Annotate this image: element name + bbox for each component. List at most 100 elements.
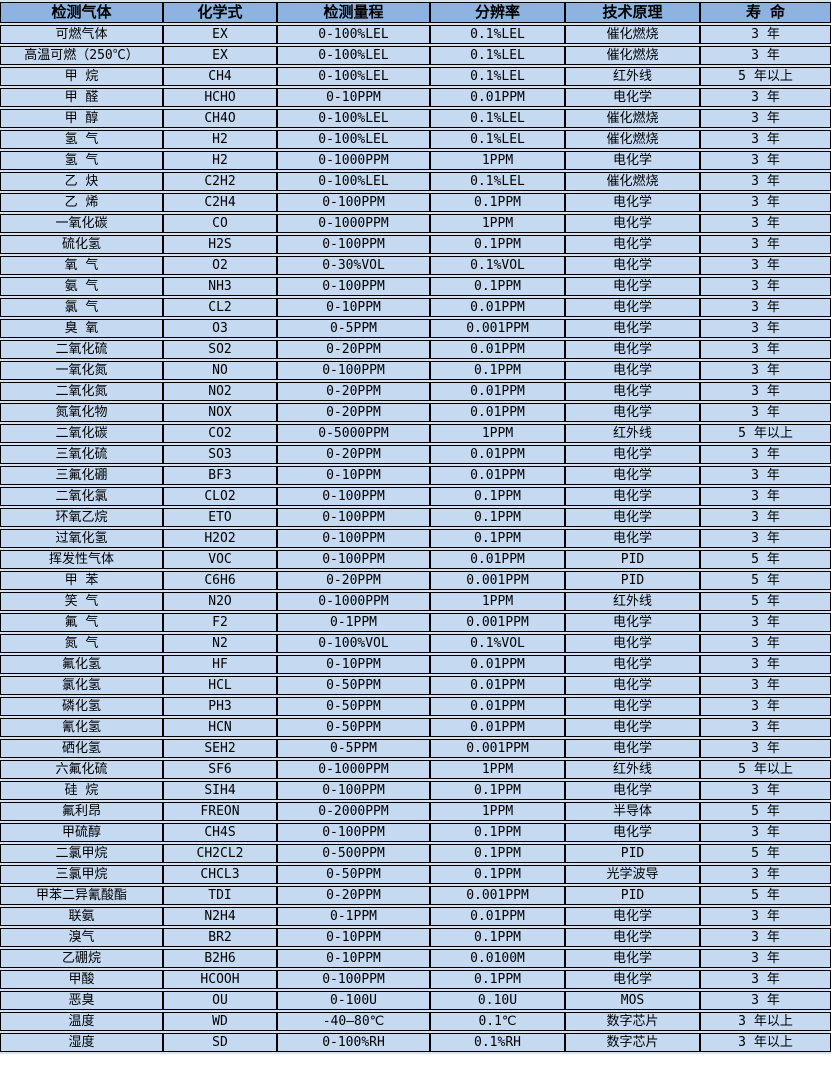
cell-resolution: 0.0100M: [430, 949, 565, 968]
cell-principle: 电化学: [565, 655, 700, 674]
cell-range: 0-10PPM: [277, 466, 430, 485]
cell-principle: 电化学: [565, 382, 700, 401]
cell-lifetime: 3 年: [700, 298, 831, 317]
cell-formula: BF3: [163, 466, 277, 485]
cell-principle: 电化学: [565, 403, 700, 422]
cell-range: -40—80℃: [277, 1012, 430, 1031]
cell-resolution: 0.01PPM: [430, 550, 565, 569]
cell-gas: 硒化氢: [0, 739, 163, 758]
cell-resolution: 0.1%LEL: [430, 67, 565, 86]
table-row: 六氟化硫 SF6 0-1000PPM 1PPM 红外线 5 年以上: [0, 760, 831, 779]
cell-resolution: 0.1℃: [430, 1012, 565, 1031]
cell-gas: 氰化氢: [0, 718, 163, 737]
cell-lifetime: 3 年以上: [700, 1033, 831, 1052]
cell-resolution: 0.01PPM: [430, 382, 565, 401]
cell-formula: HF: [163, 655, 277, 674]
cell-gas: 溴气: [0, 928, 163, 947]
cell-formula: NO2: [163, 382, 277, 401]
cell-lifetime: 3 年: [700, 949, 831, 968]
cell-resolution: 0.001PPM: [430, 886, 565, 905]
cell-range: 0-100PPM: [277, 529, 430, 548]
cell-range: 0-10PPM: [277, 298, 430, 317]
cell-range: 0-30%VOL: [277, 256, 430, 275]
table-row: 氯 气 CL2 0-10PPM 0.01PPM 电化学 3 年: [0, 298, 831, 317]
cell-lifetime: 3 年: [700, 46, 831, 65]
cell-range: 0-50PPM: [277, 676, 430, 695]
table-row: 一氧化氮 NO 0-100PPM 0.1PPM 电化学 3 年: [0, 361, 831, 380]
cell-principle: 数字芯片: [565, 1033, 700, 1052]
cell-resolution: 0.1PPM: [430, 508, 565, 527]
cell-range: 0-50PPM: [277, 697, 430, 716]
cell-gas: 联氨: [0, 907, 163, 926]
cell-formula: CH4: [163, 67, 277, 86]
cell-lifetime: 3 年: [700, 235, 831, 254]
cell-principle: 电化学: [565, 319, 700, 338]
table-row: 乙 烯 C2H4 0-100PPM 0.1PPM 电化学 3 年: [0, 193, 831, 212]
column-header-lifetime: 寿 命: [700, 2, 831, 23]
cell-principle: 催化燃烧: [565, 109, 700, 128]
cell-gas: 磷化氢: [0, 697, 163, 716]
cell-formula: VOC: [163, 550, 277, 569]
table-row: 笑 气 N2O 0-1000PPM 1PPM 红外线 5 年: [0, 592, 831, 611]
table-row: 一氧化碳 CO 0-1000PPM 1PPM 电化学 3 年: [0, 214, 831, 233]
cell-lifetime: 5 年: [700, 802, 831, 821]
cell-range: 0-100PPM: [277, 823, 430, 842]
column-header-principle: 技术原理: [565, 2, 700, 23]
cell-range: 0-100%LEL: [277, 109, 430, 128]
cell-lifetime: 3 年: [700, 676, 831, 695]
table-row: 过氧化氢 H2O2 0-100PPM 0.1PPM 电化学 3 年: [0, 529, 831, 548]
cell-lifetime: 3 年: [700, 508, 831, 527]
cell-gas: 氯 气: [0, 298, 163, 317]
cell-formula: CO2: [163, 424, 277, 443]
cell-formula: H2O2: [163, 529, 277, 548]
cell-resolution: 0.01PPM: [430, 298, 565, 317]
cell-lifetime: 3 年: [700, 193, 831, 212]
cell-resolution: 0.1PPM: [430, 529, 565, 548]
cell-principle: MOS: [565, 991, 700, 1010]
cell-gas: 氧 气: [0, 256, 163, 275]
cell-range: 0-20PPM: [277, 340, 430, 359]
cell-formula: C2H2: [163, 172, 277, 191]
cell-range: 0-5PPM: [277, 739, 430, 758]
cell-gas: 氯化氢: [0, 676, 163, 695]
cell-principle: 电化学: [565, 634, 700, 653]
table-row: 氨 气 NH3 0-100PPM 0.1PPM 电化学 3 年: [0, 277, 831, 296]
table-row: 三氟化硼 BF3 0-10PPM 0.01PPM 电化学 3 年: [0, 466, 831, 485]
cell-gas: 二氧化氯: [0, 487, 163, 506]
cell-range: 0-100PPM: [277, 487, 430, 506]
cell-resolution: 0.01PPM: [430, 907, 565, 926]
cell-resolution: 0.01PPM: [430, 697, 565, 716]
cell-resolution: 0.1PPM: [430, 928, 565, 947]
header-row: 检测气体 化学式 检测量程 分辨率 技术原理寿 命: [0, 2, 831, 23]
cell-range: 0-10PPM: [277, 949, 430, 968]
cell-gas: 氟 气: [0, 613, 163, 632]
cell-range: 0-100PPM: [277, 235, 430, 254]
cell-range: 0-1000PPM: [277, 760, 430, 779]
cell-gas: 二氧化硫: [0, 340, 163, 359]
cell-principle: 电化学: [565, 361, 700, 380]
cell-range: 0-100%LEL: [277, 130, 430, 149]
cell-gas: 氟化氢: [0, 655, 163, 674]
cell-formula: CH4S: [163, 823, 277, 842]
cell-range: 0-100PPM: [277, 361, 430, 380]
cell-resolution: 0.1%LEL: [430, 46, 565, 65]
cell-gas: 环氧乙烷: [0, 508, 163, 527]
table-row: 甲硫醇 CH4S 0-100PPM 0.1PPM 电化学 3 年: [0, 823, 831, 842]
cell-principle: 电化学: [565, 781, 700, 800]
cell-formula: OU: [163, 991, 277, 1010]
cell-formula: HCN: [163, 718, 277, 737]
cell-range: 0-100PPM: [277, 277, 430, 296]
cell-principle: 红外线: [565, 424, 700, 443]
cell-resolution: 0.01PPM: [430, 340, 565, 359]
cell-principle: 电化学: [565, 907, 700, 926]
cell-gas: 挥发性气体: [0, 550, 163, 569]
cell-principle: 电化学: [565, 928, 700, 947]
cell-range: 0-100%RH: [277, 1033, 430, 1052]
cell-gas: 可燃气体: [0, 25, 163, 44]
cell-lifetime: 3 年: [700, 970, 831, 989]
cell-gas: 臭 氧: [0, 319, 163, 338]
cell-lifetime: 3 年: [700, 718, 831, 737]
cell-lifetime: 3 年: [700, 697, 831, 716]
cell-lifetime: 3 年: [700, 928, 831, 947]
cell-gas: 高温可燃（250℃）: [0, 46, 163, 65]
